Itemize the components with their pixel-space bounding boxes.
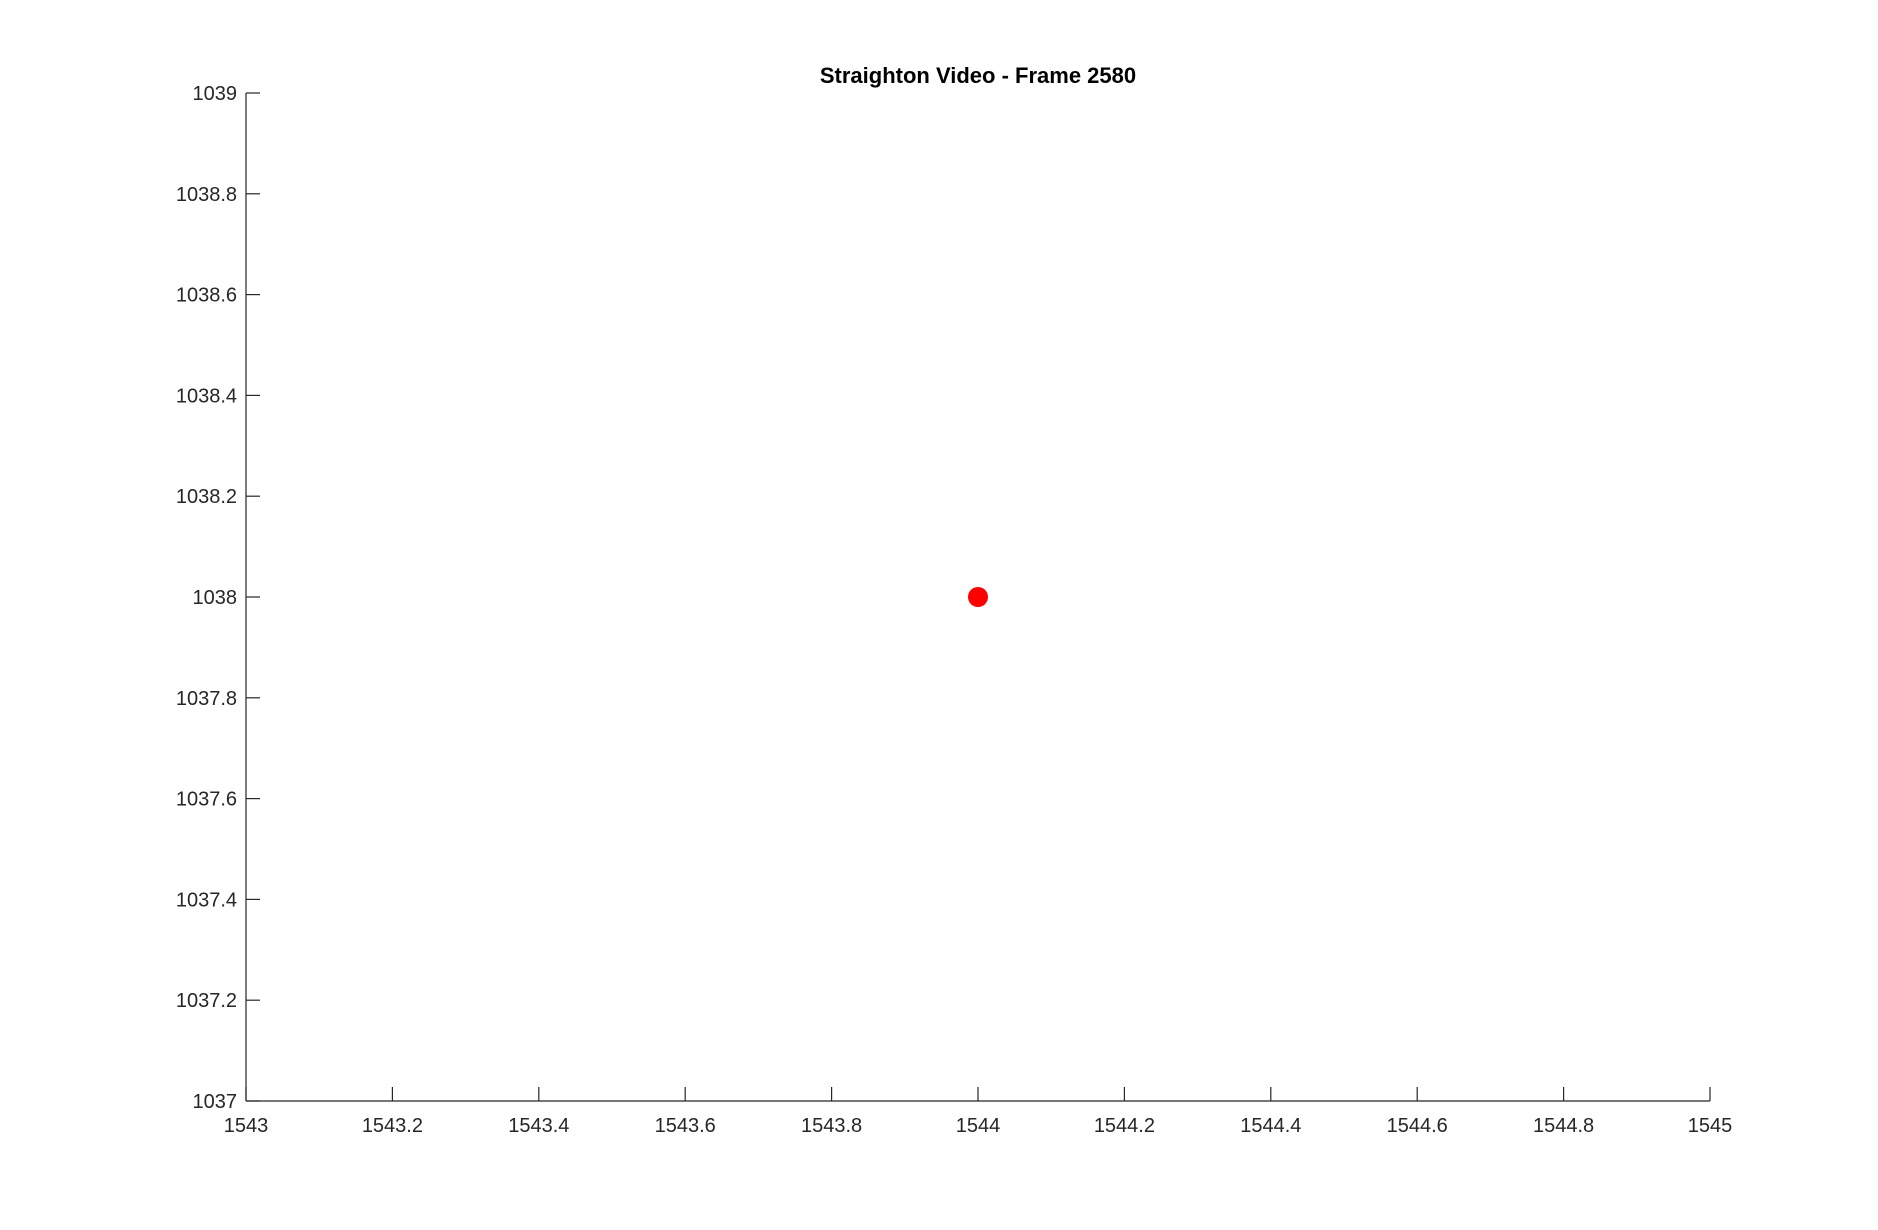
x-tick-label: 1543.6 (655, 1115, 716, 1137)
x-tick-label: 1544.4 (1240, 1115, 1301, 1137)
x-tick-label: 1543.2 (362, 1115, 423, 1137)
x-tick-label: 1544.2 (1094, 1115, 1155, 1137)
data-points (968, 587, 988, 607)
x-tick-label: 1544 (956, 1115, 1001, 1137)
y-tick-label: 1038.2 (176, 486, 237, 508)
y-tick-label: 1037.6 (176, 789, 237, 811)
x-tick-label: 1543 (224, 1115, 269, 1137)
x-tick-label: 1543.8 (801, 1115, 862, 1137)
x-tick-label: 1544.8 (1533, 1115, 1594, 1137)
data-point (968, 587, 988, 607)
x-tick-label: 1544.6 (1387, 1115, 1448, 1137)
y-tick-label: 1038.6 (176, 285, 237, 307)
x-tick-label: 1543.4 (508, 1115, 569, 1137)
y-tick-label: 1037.2 (176, 990, 237, 1012)
y-tick-label: 1038.4 (176, 385, 237, 407)
y-axis-ticks: 1037 1037.2 1037.4 1037.6 1037.8 1038 1038.2 10… (176, 83, 260, 1113)
chart-title: Straighton Video - Frame 2580 (820, 63, 1136, 88)
x-tick-label: 1545 (1688, 1115, 1733, 1137)
y-tick-label: 1039 (193, 83, 238, 105)
y-tick-label: 1038 (193, 587, 238, 609)
x-axis-ticks: 1543 1543.2 1543.4 1543.6 1543.8 1544 1544.2 15… (224, 1087, 1733, 1137)
y-tick-label: 1037 (193, 1091, 238, 1113)
y-tick-label: 1037.8 (176, 688, 237, 710)
y-tick-label: 1038.8 (176, 184, 237, 206)
y-tick-label: 1037.4 (176, 889, 237, 911)
